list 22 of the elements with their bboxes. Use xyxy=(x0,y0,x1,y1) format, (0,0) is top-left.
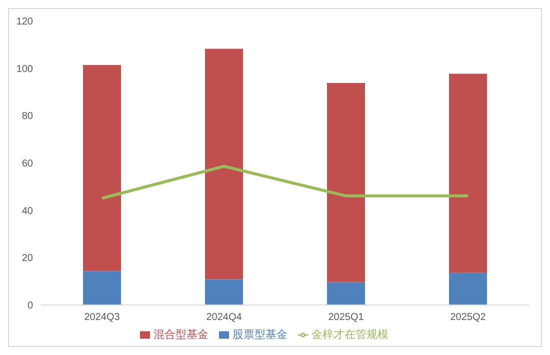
x-tick-label: 2025Q2 xyxy=(450,312,486,324)
y-tick-label: 60 xyxy=(22,158,34,170)
y-tick-label: 20 xyxy=(22,253,34,264)
bar xyxy=(449,74,487,273)
bar xyxy=(327,83,365,282)
x-tick-label: 2025Q1 xyxy=(328,312,364,324)
bar xyxy=(83,65,121,272)
x-tick-label: 2024Q4 xyxy=(206,312,242,324)
x-tick-label: 2024Q3 xyxy=(84,312,120,324)
legend-label: 金梓才在管规模 xyxy=(312,329,388,341)
bar xyxy=(327,282,365,305)
y-tick-label: 100 xyxy=(16,64,34,75)
y-tick-label: 40 xyxy=(22,206,34,217)
bar xyxy=(205,48,243,280)
legend-label: 混合型基金 xyxy=(154,329,208,341)
y-tick-label: 80 xyxy=(22,111,34,122)
y-tick-label: 120 xyxy=(16,16,34,28)
legend-label: 股票型基金 xyxy=(232,329,288,341)
y-tick-label: 0 xyxy=(27,300,34,312)
bar xyxy=(449,272,487,305)
bar xyxy=(205,279,243,305)
bar xyxy=(83,271,121,305)
